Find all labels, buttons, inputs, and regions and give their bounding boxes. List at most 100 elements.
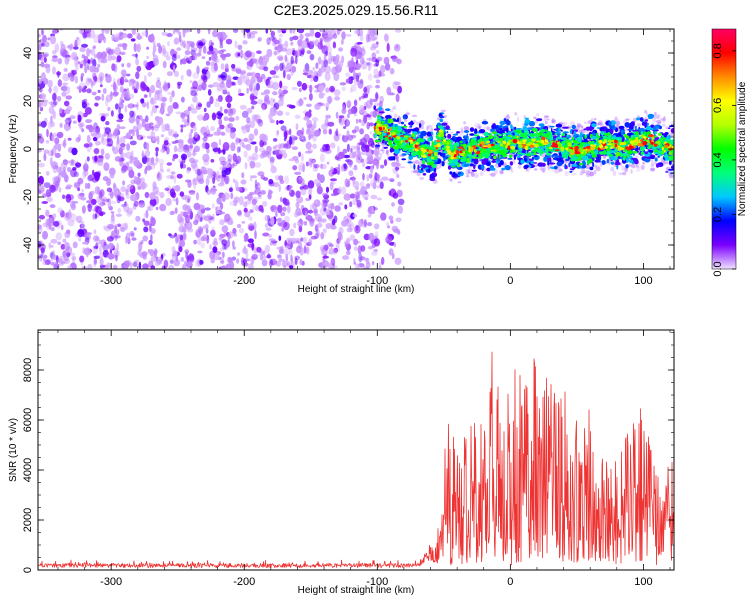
spectrogram-noise-cell (93, 257, 98, 265)
spectrogram-signal-cell (441, 122, 448, 126)
spectrogram-noise-cell (106, 187, 113, 193)
spectrogram-noise-cell (380, 212, 387, 221)
spectrogram-noise-cell (116, 194, 121, 204)
spectrogram-halo-cell (449, 178, 453, 181)
spectrogram-noise-cell (352, 175, 356, 185)
spectrogram-noise-cell (319, 102, 326, 107)
spectrogram-noise-cell (167, 82, 171, 89)
spectrogram-noise-cell (185, 221, 193, 230)
spectrogram-halo-cell (369, 142, 374, 145)
spectrogram-noise-cell (310, 130, 318, 134)
spectrogram-noise-cell (265, 227, 272, 231)
spectrogram-noise-cell (118, 106, 121, 115)
spectrogram-signal-cell (446, 130, 449, 134)
spectrogram-noise-cell (77, 187, 81, 192)
spectrogram-noise-cell (52, 220, 60, 227)
spectrogram-noise-cell (83, 85, 88, 89)
spectrogram-noise-cell (104, 127, 112, 135)
spectrogram-noise-cell (141, 240, 144, 245)
spectrogram-noise-cell (146, 56, 149, 59)
spectrogram-noise-cell (256, 50, 262, 54)
spectrogram-noise-cell (166, 33, 173, 38)
spectrogram-signal-cell (589, 126, 593, 132)
spectrogram-noise-cell (277, 217, 283, 227)
spectrogram-noise-cell (90, 132, 98, 137)
spectrogram-noise-cell (283, 221, 290, 231)
spectrogram-noise-cell (335, 128, 339, 137)
spectrogram-noise-cell (82, 170, 87, 179)
spectrogram-noise-cell (264, 214, 270, 222)
spectrogram-noise-cell (74, 58, 79, 67)
spectrogram-noise-cell (53, 85, 59, 94)
spectrogram-halo-cell (533, 168, 538, 171)
spectrogram-noise-cell (119, 157, 124, 167)
spectrogram-signal-cell (657, 132, 662, 136)
spectrogram-noise-cell (373, 68, 379, 76)
spectrogram-noise-cell (134, 259, 140, 263)
spectrogram-noise-cell (350, 134, 357, 139)
spectrogram-noise-cell (301, 40, 308, 49)
spectrogram-signal-cell (480, 164, 485, 170)
spectrogram-noise-cell (323, 34, 330, 43)
spectrogram-noise-cell (296, 212, 303, 216)
spectrogram-noise-cell (185, 29, 192, 33)
spectrogram-noise-cell (260, 190, 266, 195)
spectrogram-halo-cell (640, 164, 645, 170)
spectrogram-noise-cell (173, 145, 178, 153)
spectrogram-noise-cell (51, 250, 55, 254)
spectrogram-noise-cell (79, 255, 85, 263)
spectrogram-noise-cell (69, 200, 76, 208)
spectrogram-signal-cell (569, 170, 573, 173)
spectrogram-noise-cell (372, 181, 377, 190)
spectrogram-noise-cell (67, 72, 71, 78)
spectrogram-noise-cell (146, 142, 150, 151)
spectrogram-noise-cell (105, 121, 110, 126)
spectrogram-noise-cell (103, 225, 107, 230)
spectrogram-noise-cell (334, 96, 340, 101)
spectrogram-noise-cell (397, 181, 402, 187)
spectrogram-noise-cell (65, 184, 73, 188)
spectrogram-noise-cell (202, 116, 207, 122)
spectrogram-noise-cell (52, 50, 57, 55)
spectrogram-noise-cell (287, 239, 291, 245)
spectrogram-noise-cell (242, 40, 248, 45)
spectrogram-noise-cell (106, 138, 114, 147)
spectrogram-noise-cell (275, 129, 280, 137)
spectrogram-noise-cell (282, 206, 287, 212)
spectrogram-noise-cell (330, 166, 334, 173)
spectrogram-signal-cell (411, 122, 415, 125)
spectrogram-noise-cell (111, 55, 116, 61)
spectrogram-noise-cell (74, 183, 81, 187)
spectrogram-halo-cell (412, 169, 419, 174)
spectrogram-noise-cell (278, 98, 284, 107)
spectrogram-noise-cell (244, 211, 251, 218)
spectrogram-halo-cell (411, 114, 418, 117)
spectrogram-noise-cell (97, 33, 105, 41)
spectrogram-noise-cell (63, 258, 70, 264)
spectrogram-noise-cell (156, 77, 161, 82)
spectrogram-noise-cell (229, 131, 236, 139)
spectrogram-noise-cell (67, 265, 72, 269)
spectrogram-halo-cell (660, 118, 666, 121)
spectrogram-noise-cell (274, 175, 281, 181)
spectrogram-noise-cell (63, 100, 70, 107)
spectrogram-noise-cell (314, 103, 321, 110)
spectrogram-noise-cell (113, 81, 117, 91)
spectrogram-noise-cell (379, 164, 385, 169)
spectrogram-noise-cell (261, 259, 268, 267)
spectrogram-noise-cell (51, 176, 58, 182)
spectrogram-noise-cell (154, 92, 160, 101)
spectrogram-noise-cell (264, 94, 270, 103)
spectrogram-noise-cell (280, 125, 287, 132)
spectrogram-noise-cell (130, 158, 135, 164)
spectrogram-noise-cell (196, 237, 202, 246)
spectrogram-noise-cell (75, 66, 79, 71)
spectrogram-noise-cell (238, 93, 245, 96)
spectrogram-noise-cell (153, 124, 161, 129)
spectrogram-noise-cell (215, 98, 222, 102)
spectrogram-noise-cell (66, 46, 73, 49)
spectrogram-noise-cell (168, 264, 175, 269)
spectrogram-noise-cell (102, 88, 107, 94)
spectrogram-noise-cell (245, 79, 252, 87)
spectrogram-noise-cell (70, 168, 77, 178)
